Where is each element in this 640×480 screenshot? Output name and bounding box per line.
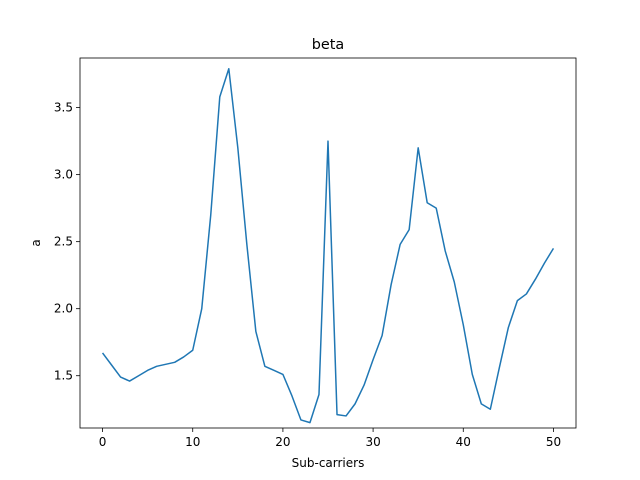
x-tick-label: 0 bbox=[99, 435, 107, 449]
y-tick-label: 3.0 bbox=[54, 168, 73, 182]
x-axis-ticks: 0 10 20 30 40 50 bbox=[99, 428, 561, 449]
series-group bbox=[101, 67, 555, 424]
x-tick-label: 50 bbox=[546, 435, 561, 449]
chart-title: beta bbox=[312, 37, 344, 53]
axes-frame bbox=[79, 57, 577, 429]
y-axis-ticks: 1.5 2.0 2.5 3.0 3.5 bbox=[54, 101, 80, 383]
y-axis-label: a bbox=[29, 239, 43, 246]
series-line bbox=[101, 67, 555, 424]
x-axis-label: Sub-carriers bbox=[292, 456, 365, 470]
y-tick-label: 2.5 bbox=[54, 235, 73, 249]
x-tick-label: 30 bbox=[365, 435, 380, 449]
plot-area bbox=[80, 58, 576, 428]
x-tick-label: 40 bbox=[456, 435, 471, 449]
y-tick-label: 1.5 bbox=[54, 369, 73, 383]
y-tick-label: 2.0 bbox=[54, 302, 73, 316]
x-tick-label: 10 bbox=[185, 435, 200, 449]
y-tick-label: 3.5 bbox=[54, 101, 73, 115]
x-tick-label: 20 bbox=[275, 435, 290, 449]
